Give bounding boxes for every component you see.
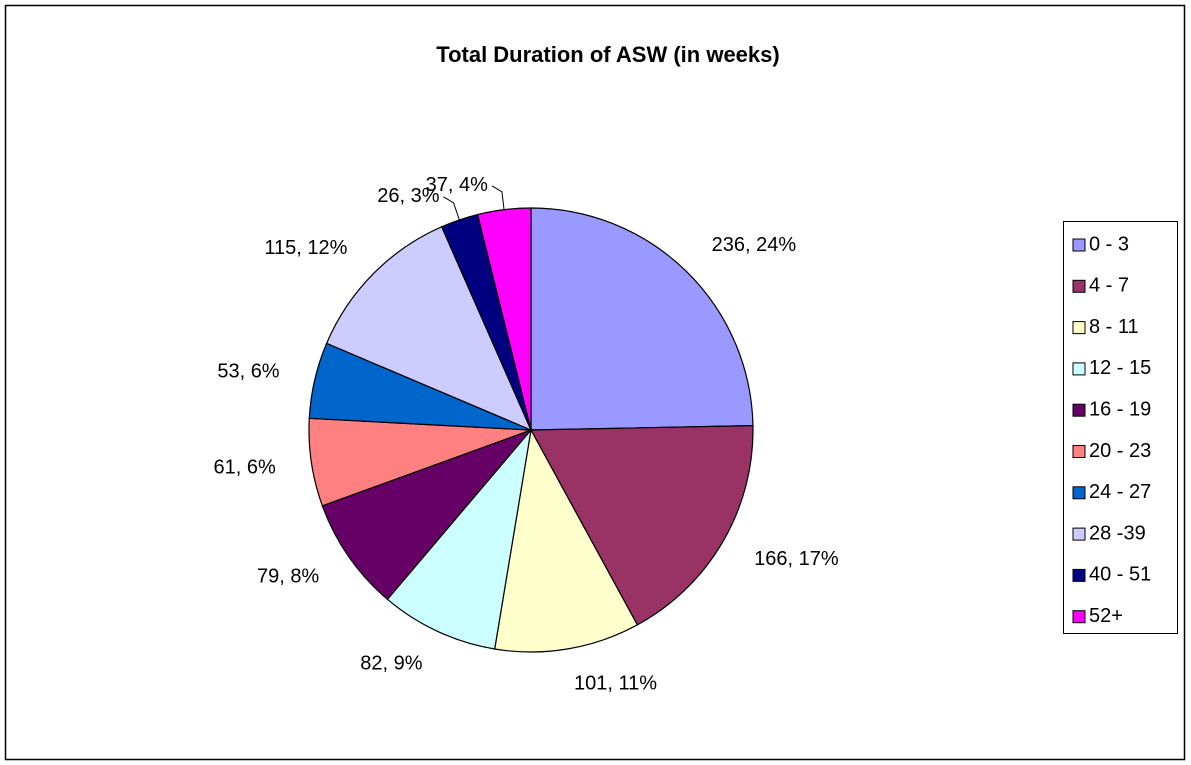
legend-label: 4 - 7	[1089, 275, 1129, 297]
pie-slice	[530, 207, 754, 431]
legend-swatch	[1072, 238, 1086, 252]
legend-swatch	[1072, 445, 1086, 458]
legend-label: 28 -39	[1089, 522, 1146, 544]
legend-swatch	[1072, 279, 1086, 293]
legend-swatch	[1072, 403, 1086, 417]
data-label: 101, 11%	[574, 673, 657, 695]
legend-label: 0 - 3	[1089, 233, 1129, 255]
data-label: 37, 4%	[426, 174, 488, 196]
data-label: 79, 8%	[257, 566, 319, 588]
legend-label: 40 - 51	[1089, 564, 1151, 586]
data-label: 26, 3%	[377, 185, 439, 207]
legend-swatch	[1072, 486, 1086, 500]
legend-label: 24 - 27	[1089, 481, 1151, 503]
legend-swatch	[1072, 321, 1086, 335]
pie-slice	[386, 427, 532, 650]
legend-label: 8 - 11	[1089, 316, 1139, 338]
pie-slice	[325, 225, 533, 432]
chart-title: Total Duration of ASW (in weeks)	[436, 42, 779, 67]
legend-swatch	[1072, 527, 1086, 541]
pie-slice	[476, 207, 532, 431]
data-label: 236, 24%	[712, 234, 797, 256]
legend-swatch	[1072, 568, 1086, 582]
leader-line	[443, 196, 460, 221]
legend-swatch	[1072, 610, 1086, 624]
leader-line	[491, 185, 505, 210]
data-label: 61, 6%	[214, 456, 276, 478]
data-label: 82, 9%	[360, 652, 422, 674]
pie-slice	[321, 428, 533, 601]
legend-label: 20 - 23	[1089, 440, 1151, 462]
pie-slice	[493, 428, 639, 653]
data-label: 115, 12%	[264, 237, 347, 259]
pie-slice	[529, 425, 754, 626]
data-label: 166, 17%	[754, 548, 839, 570]
legend-label: 12 - 15	[1089, 357, 1151, 379]
legend-label: 52+	[1089, 605, 1123, 627]
data-label: 53, 6%	[217, 360, 279, 382]
legend-label: 16 - 19	[1089, 398, 1151, 420]
legend-swatch	[1072, 362, 1086, 376]
